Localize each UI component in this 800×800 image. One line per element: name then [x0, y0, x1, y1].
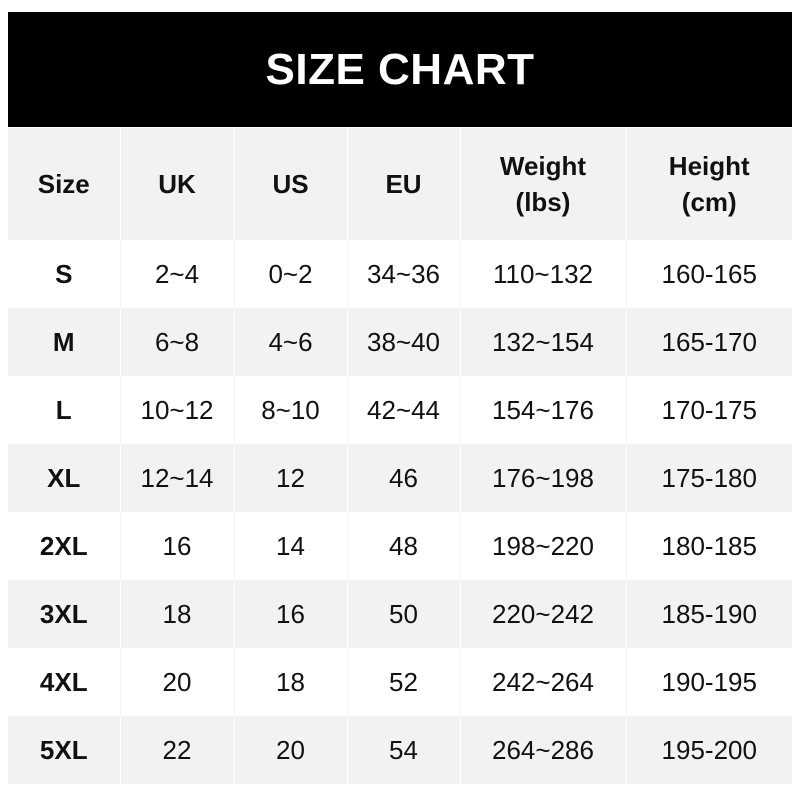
table-cell: 20: [233, 716, 347, 784]
table-cell: 195-200: [625, 716, 792, 784]
table-cell: 52: [346, 648, 460, 716]
table-row: 4XL 20 18 52 242~264 190-195: [8, 648, 792, 716]
table-cell: 10~12: [119, 376, 234, 444]
table-cell: 46: [346, 444, 460, 512]
column-header: Weight (lbs): [459, 128, 626, 240]
size-chart-table: Size UK US EU Weight (lbs) Height (cm) S 2~4 0~2 3…: [8, 128, 792, 784]
column-header: Size: [8, 128, 120, 240]
table-cell: 20: [119, 648, 234, 716]
table-cell: 110~132: [459, 240, 626, 308]
column-header-label: Weight: [499, 151, 587, 181]
table-cell: 175-180: [625, 444, 792, 512]
table-cell: 132~154: [459, 308, 626, 376]
table-cell: 12: [233, 444, 347, 512]
table-cell: 180-185: [625, 512, 792, 580]
size-cell: 4XL: [39, 666, 88, 697]
table-cell: 16: [119, 512, 234, 580]
page-title: SIZE CHART: [265, 44, 535, 94]
column-header-unit: (cm): [681, 187, 737, 217]
column-header-label: Height: [668, 151, 750, 181]
table-row: M 6~8 4~6 38~40 132~154 165-170: [8, 308, 792, 376]
size-cell: 2XL: [39, 530, 88, 561]
size-cell: L: [55, 394, 72, 425]
table-cell: 50: [346, 580, 460, 648]
table-cell: 6~8: [119, 308, 234, 376]
table-cell: 190-195: [625, 648, 792, 716]
table-cell: 12~14: [119, 444, 234, 512]
table-cell: 54: [346, 716, 460, 784]
table-cell: 42~44: [346, 376, 460, 444]
table-cell: 165-170: [625, 308, 792, 376]
column-header: EU: [346, 128, 460, 240]
column-header-unit: (lbs): [515, 187, 571, 217]
table-row: 5XL 22 20 54 264~286 195-200: [8, 716, 792, 784]
table-row: 2XL 16 14 48 198~220 180-185: [8, 512, 792, 580]
table-row: L 10~12 8~10 42~44 154~176 170-175: [8, 376, 792, 444]
column-header: Height (cm): [625, 128, 792, 240]
column-header-label: UK: [158, 169, 196, 199]
header-row: Size UK US EU Weight (lbs) Height (cm): [8, 128, 792, 240]
table-cell: 160-165: [625, 240, 792, 308]
table-cell: 4~6: [233, 308, 347, 376]
table-cell: 176~198: [459, 444, 626, 512]
column-header: UK: [119, 128, 234, 240]
size-cell: 5XL: [39, 734, 88, 765]
table-row: XL 12~14 12 46 176~198 175-180: [8, 444, 792, 512]
table-cell: 14: [233, 512, 347, 580]
table-cell: 154~176: [459, 376, 626, 444]
table-cell: 34~36: [346, 240, 460, 308]
table-cell: 2~4: [119, 240, 234, 308]
table-cell: 38~40: [346, 308, 460, 376]
table-cell: 170-175: [625, 376, 792, 444]
table-cell: 185-190: [625, 580, 792, 648]
table-cell: 18: [119, 580, 234, 648]
table-cell: 48: [346, 512, 460, 580]
size-cell: 3XL: [39, 598, 88, 629]
table-cell: 220~242: [459, 580, 626, 648]
title-banner: SIZE CHART: [8, 12, 792, 127]
size-cell: M: [52, 326, 75, 357]
table-cell: 22: [119, 716, 234, 784]
table-cell: 18: [233, 648, 347, 716]
table-cell: 264~286: [459, 716, 626, 784]
size-cell: S: [55, 258, 73, 289]
column-header-label: US: [272, 169, 309, 199]
table-cell: 16: [233, 580, 347, 648]
table-cell: 0~2: [233, 240, 347, 308]
table-row: S 2~4 0~2 34~36 110~132 160-165: [8, 240, 792, 308]
table-cell: 198~220: [459, 512, 626, 580]
table-cell: 8~10: [233, 376, 347, 444]
column-header: US: [233, 128, 347, 240]
column-header-label: EU: [385, 169, 422, 199]
table-row: 3XL 18 16 50 220~242 185-190: [8, 580, 792, 648]
size-cell: XL: [47, 462, 81, 493]
table-cell: 242~264: [459, 648, 626, 716]
column-header-label: Size: [37, 169, 90, 199]
